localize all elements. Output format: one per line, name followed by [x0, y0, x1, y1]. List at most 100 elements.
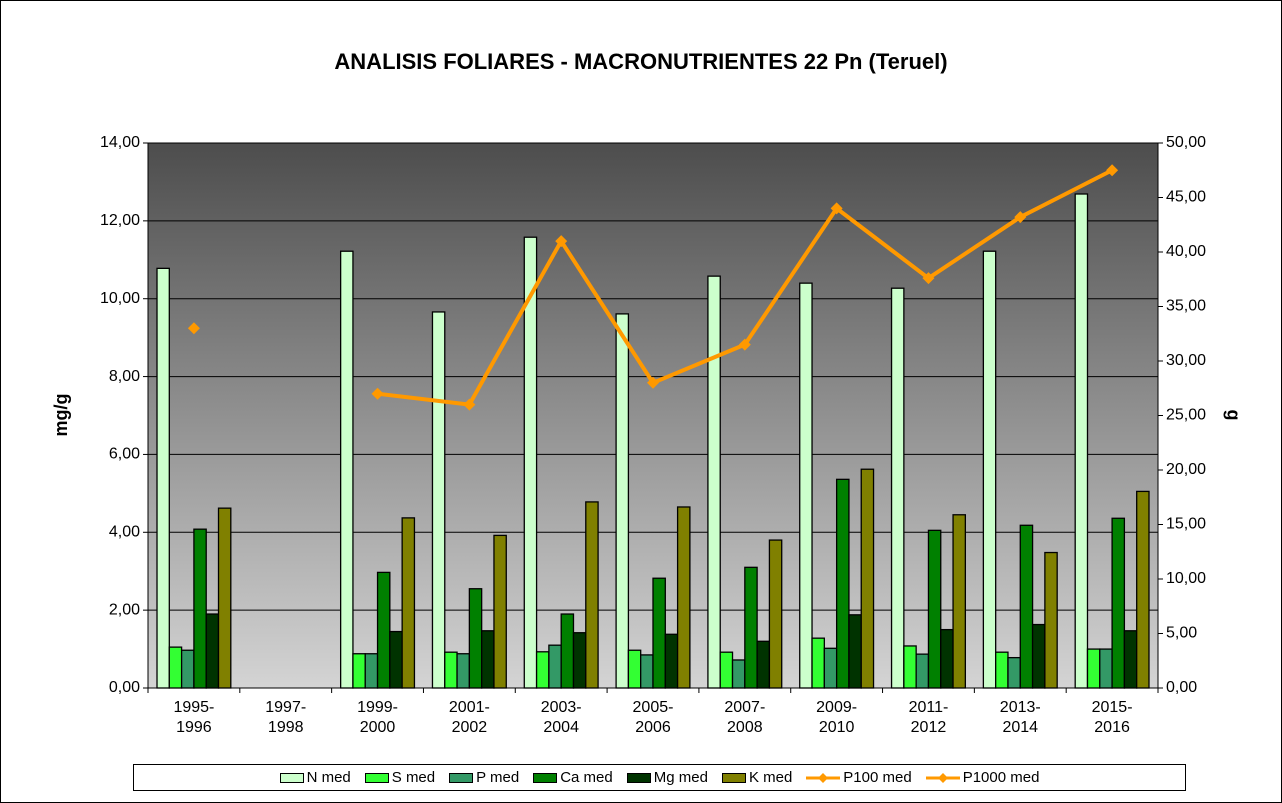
legend-label: P100 med: [843, 769, 912, 786]
legend-item: P100 med: [806, 769, 912, 786]
bar: [523, 236, 538, 689]
legend-item: P med: [449, 769, 519, 786]
line-marker: [830, 202, 843, 215]
line-marker: [738, 338, 751, 351]
bar: [481, 630, 495, 689]
legend-swatch: [626, 772, 651, 783]
x-tick-label: 1997-1998: [265, 699, 307, 736]
legend-swatch: [279, 772, 304, 783]
bar: [664, 633, 679, 689]
y-tick-label: 6,00: [109, 446, 140, 463]
bar: [1074, 193, 1089, 689]
bar: [1019, 524, 1034, 689]
line-marker: [647, 376, 659, 389]
bar: [848, 614, 862, 689]
bar: [860, 468, 875, 689]
y-tick-label: 10,00: [100, 290, 140, 307]
bar: [995, 651, 1009, 689]
x-tick-label: 2001-2002: [448, 699, 490, 736]
bar: [444, 651, 458, 689]
bar: [560, 613, 575, 689]
x-tick-label: 1995-1996: [173, 699, 215, 736]
legend-label: P1000 med: [962, 769, 1040, 786]
x-tick-label: 2009-2010: [816, 699, 858, 736]
bar: [676, 506, 691, 689]
bar: [180, 649, 195, 689]
legend-label: K med: [748, 769, 793, 786]
legend-label: S med: [391, 769, 436, 786]
x-tick-label: 2011-2012: [908, 699, 949, 736]
x-tick-label: 2007-2008: [724, 699, 766, 736]
bar: [217, 507, 232, 689]
bar: [1111, 517, 1126, 689]
bar: [811, 637, 825, 689]
legend-swatch: [449, 772, 474, 783]
bar: [799, 282, 813, 689]
bar: [731, 659, 746, 689]
line-marker: [371, 387, 384, 400]
bar: [364, 653, 379, 689]
bar: [376, 571, 391, 689]
bar: [456, 653, 471, 689]
bar: [535, 651, 550, 689]
x-tick-label: 2015-2016: [1091, 699, 1133, 736]
legend-item: P1000 med: [925, 769, 1040, 786]
legend-swatch: [364, 772, 389, 783]
bar: [339, 250, 354, 689]
bar: [1099, 648, 1113, 689]
bar: [823, 647, 838, 689]
legend-swatch-rect: [626, 772, 651, 783]
legend-swatch-marker: [937, 772, 948, 783]
legend-swatch: [533, 772, 558, 783]
bar: [1123, 630, 1138, 689]
y-tick-label: 12,00: [100, 212, 140, 229]
bar: [927, 529, 942, 689]
bar: [156, 267, 170, 689]
bar: [468, 588, 483, 689]
bar: [493, 534, 507, 689]
bar: [952, 514, 967, 689]
line-marker: [1106, 164, 1119, 177]
bar: [168, 646, 183, 689]
legend-item: S med: [364, 769, 436, 786]
legend-swatch-rect: [279, 772, 304, 783]
legend-label: P med: [476, 769, 520, 786]
y2-tick-label: 10,00: [1166, 570, 1206, 587]
y2-tick-label: 45,00: [1166, 189, 1206, 206]
y-tick-label: 8,00: [109, 368, 140, 385]
bar: [1044, 551, 1058, 689]
bar: [389, 630, 403, 689]
legend-label: Ca med: [560, 769, 613, 786]
bar: [915, 653, 930, 689]
bar: [835, 478, 850, 689]
bar: [193, 528, 207, 689]
y2-tick-label: 15,00: [1166, 516, 1206, 533]
y-axis-label: mg/g: [51, 394, 71, 437]
legend-swatch-marker: [818, 772, 829, 783]
line-marker: [187, 322, 200, 335]
bar: [707, 275, 721, 689]
bar: [401, 517, 416, 689]
legend-swatch-rect: [364, 772, 389, 783]
bar: [585, 501, 599, 689]
legend-item: K med: [721, 769, 793, 786]
y-tick-label: 14,00: [100, 134, 140, 151]
chart-title: ANALISIS FOLIARES - MACRONUTRIENTES 22 P…: [334, 49, 947, 74]
bar: [768, 539, 783, 689]
bar: [890, 287, 905, 689]
bar: [627, 649, 642, 689]
legend-label: Mg med: [653, 769, 708, 786]
y2-tick-label: 30,00: [1166, 352, 1206, 369]
bar: [431, 311, 446, 689]
bar: [615, 313, 630, 689]
line-marker: [922, 272, 935, 285]
bar: [652, 577, 666, 689]
y2-tick-label: 35,00: [1166, 298, 1206, 315]
line-marker: [555, 235, 568, 248]
bar: [719, 651, 734, 689]
x-tick-label: 1999-2000: [357, 699, 398, 736]
y2-axis-label: g: [1223, 410, 1243, 421]
y-tick-label: 4,00: [109, 524, 140, 541]
